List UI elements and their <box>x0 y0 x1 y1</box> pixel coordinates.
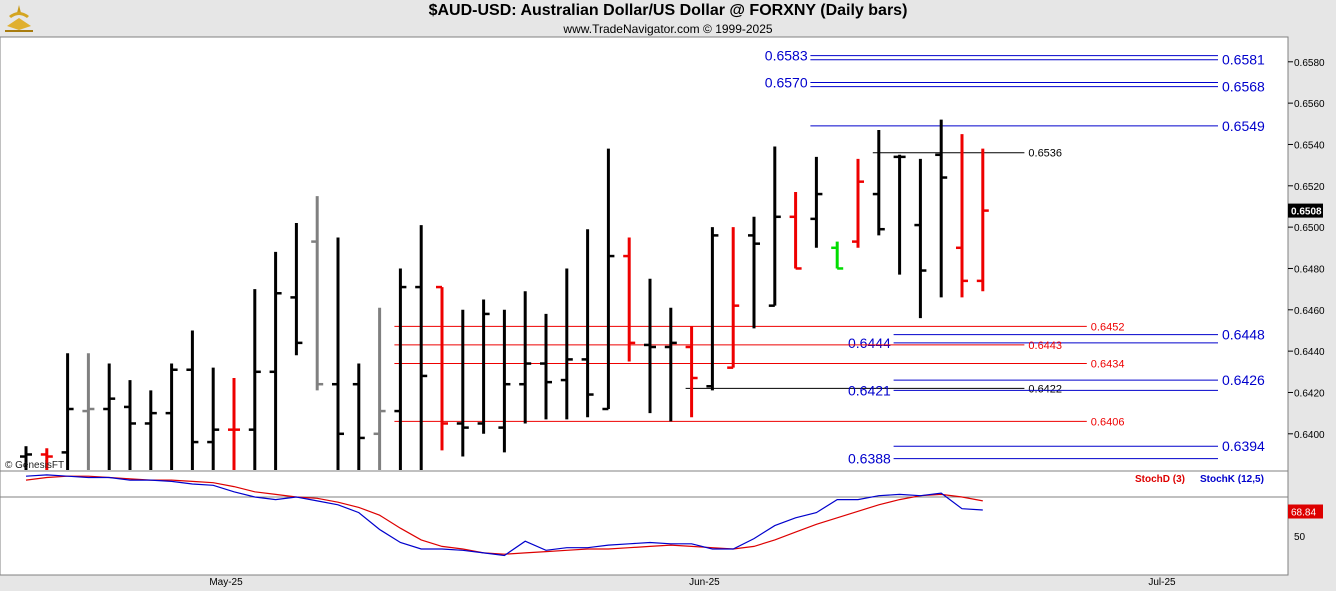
price-tick-label: 0.6560 <box>1294 99 1325 110</box>
price-tick-label: 0.6520 <box>1294 182 1325 193</box>
level-label: 0.6570 <box>765 74 808 90</box>
stoch-panel <box>0 470 1289 576</box>
chart-title: $AUD-USD: Australian Dollar/US Dollar @ … <box>428 2 908 19</box>
level-label: 0.6452 <box>1091 321 1125 333</box>
last-price-label: 0.6508 <box>1291 207 1322 218</box>
level-label: 0.6434 <box>1091 359 1125 371</box>
level-label: 0.6388 <box>848 451 891 467</box>
level-label: 0.6568 <box>1222 79 1265 95</box>
date-axis: May-25 Jun-25 Jul-25 <box>209 577 1176 588</box>
stoch-series-line <box>25 474 983 557</box>
level-label: 0.6421 <box>848 382 891 398</box>
chart-header: $AUD-USD: Australian Dollar/US Dollar @ … <box>0 0 1336 37</box>
level-label: 0.6583 <box>765 48 808 64</box>
level-label: 0.6443 <box>1028 340 1062 352</box>
level-label: 0.6422 <box>1028 383 1062 395</box>
level-lines: 0.6583 0.6581 0.6570 0.6568 0.6549 0.6536 0.64… <box>394 48 1265 467</box>
legend-stoch-k: StochK (12,5) <box>1200 474 1264 485</box>
date-tick-label: Jul-25 <box>1148 577 1176 588</box>
price-tick-label: 0.6500 <box>1294 223 1325 234</box>
date-tick-label: May-25 <box>209 577 243 588</box>
last-price-marker <box>1288 203 1323 218</box>
genesis-logo <box>3 2 35 34</box>
watermark: © GenesisFT <box>5 460 64 471</box>
stoch-last-marker <box>1288 504 1323 519</box>
level-label: 0.6581 <box>1222 52 1265 68</box>
price-tick-label: 0.6480 <box>1294 264 1325 275</box>
price-tick-label: 0.6420 <box>1294 388 1325 399</box>
chart-subtitle: www.TradeNavigator.com © 1999-2025 <box>563 22 773 36</box>
level-label: 0.6394 <box>1222 438 1265 454</box>
level-label: 0.6448 <box>1222 327 1265 343</box>
level-label: 0.6444 <box>848 335 891 351</box>
stoch-lines: 50 68.84 <box>0 474 1323 557</box>
date-tick-label: Jun-25 <box>689 577 720 588</box>
ohlc-bars <box>20 119 989 470</box>
price-tick-label: 0.6460 <box>1294 306 1325 317</box>
stoch-series-line <box>25 475 983 555</box>
price-axis: 0.6580 0.6560 0.6540 0.6520 0.6500 0.6480 0.64… <box>1288 58 1325 441</box>
price-tick-label: 0.6400 <box>1294 430 1325 441</box>
stoch-last-label: 68.84 <box>1291 508 1316 519</box>
price-tick-label: 0.6440 <box>1294 347 1325 358</box>
level-label: 0.6406 <box>1091 416 1125 428</box>
level-label: 0.6549 <box>1222 118 1265 134</box>
price-tick-label: 0.6580 <box>1294 58 1325 69</box>
stoch-tick-label: 50 <box>1294 532 1306 543</box>
level-label: 0.6426 <box>1222 372 1265 388</box>
price-tick-label: 0.6540 <box>1294 140 1325 151</box>
level-label: 0.6536 <box>1028 148 1062 160</box>
legend-stoch-d: StochD (3) <box>1135 474 1185 485</box>
